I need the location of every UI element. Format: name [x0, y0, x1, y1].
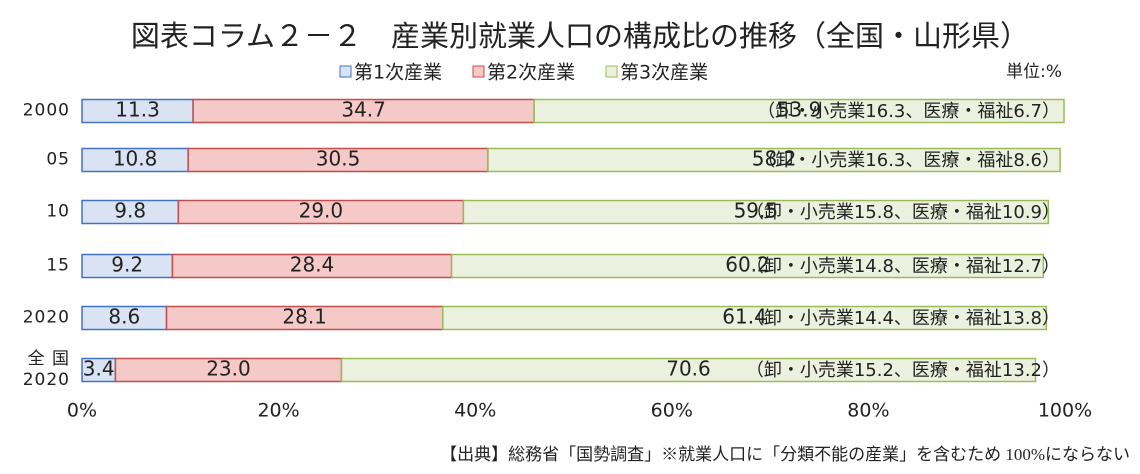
unit-label: 単位:%	[1006, 62, 1062, 82]
value-label: 10.8	[113, 147, 158, 171]
value-label: 34.7	[341, 98, 386, 122]
value-label: 9.8	[114, 199, 146, 223]
value-label: 3.4	[83, 357, 115, 381]
value-label: 8.6	[108, 305, 140, 329]
value-label: 58.2	[752, 147, 797, 171]
y-tick-label: 10	[46, 201, 70, 222]
value-label: 29.0	[299, 199, 344, 223]
value-label: 28.4	[290, 253, 335, 277]
legend-label: 第2次産業	[487, 62, 575, 84]
bar-segment	[462, 199, 1050, 225]
value-label: 70.6	[666, 357, 711, 381]
bar-segment	[450, 253, 1045, 279]
x-tick-label: 40%	[454, 400, 496, 422]
bar-segment	[442, 305, 1048, 331]
value-label: 28.1	[282, 305, 327, 329]
annotation: （卸・小売業16.3、医療・福祉6.7）	[757, 101, 1060, 122]
value-label: 61.4	[722, 305, 767, 329]
legend-swatch	[339, 65, 352, 78]
chart-title: 図表コラム２－２ 産業別就業人口の構成比の推移（全国・山形県）	[131, 19, 1029, 53]
value-label: 60.2	[725, 253, 770, 277]
y-tick-label: 全 国 2020	[22, 349, 70, 390]
value-label: 59.5	[734, 199, 779, 223]
legend-label: 第3次産業	[620, 62, 708, 84]
x-tick-label: 0%	[67, 400, 97, 422]
legend-label: 第1次産業	[354, 62, 442, 84]
value-label: 53.9	[777, 98, 822, 122]
value-label: 30.5	[316, 147, 361, 171]
x-tick-label: 60%	[651, 400, 693, 422]
bar-segment	[340, 357, 1037, 383]
annotation: （卸・小売業15.8、医療・福祉10.9）	[746, 202, 1060, 223]
bar-segment	[533, 98, 1065, 124]
x-tick-label: 80%	[847, 400, 889, 422]
annotation: （卸・小売業15.2、医療・福祉13.2）	[746, 360, 1060, 381]
legend-swatch	[472, 65, 485, 78]
x-tick-label: 20%	[257, 400, 299, 422]
y-tick-label: 2020	[22, 307, 70, 328]
value-label: 23.0	[206, 357, 251, 381]
x-tick-label: 100%	[1038, 400, 1092, 422]
legend-swatch	[605, 65, 618, 78]
value-label: 9.2	[111, 253, 143, 277]
annotation: （卸・小売業14.8、医療・福祉12.7）	[746, 256, 1060, 277]
value-label: 11.3	[115, 98, 160, 122]
source-note: 【出典】総務省「国勢調査」※就業人口に「分類不能の産業」を含むため 100%にな…	[440, 445, 1130, 464]
annotation: （卸・小売業16.3、医療・福祉8.6）	[757, 150, 1060, 171]
y-tick-label: 2000	[22, 100, 70, 121]
annotation: （卸・小売業14.4、医療・福祉13.8）	[746, 308, 1060, 329]
bar-segment	[487, 147, 1061, 173]
y-tick-label: 05	[46, 149, 70, 170]
y-tick-label: 15	[46, 255, 70, 276]
